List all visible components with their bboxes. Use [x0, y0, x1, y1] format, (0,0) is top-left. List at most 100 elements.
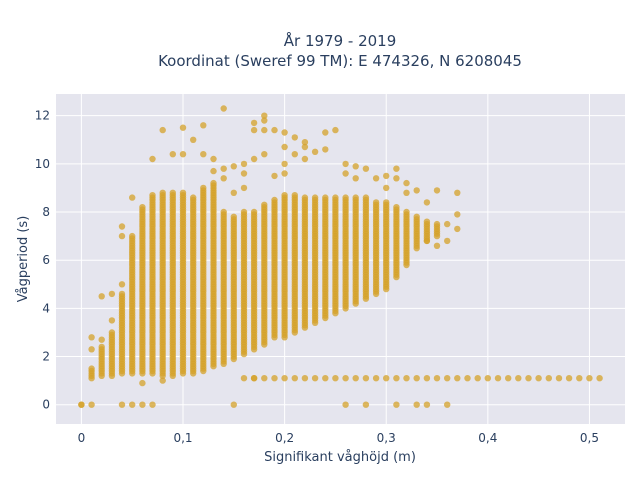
data-point: [108, 290, 116, 298]
y-tick-label: 8: [42, 205, 50, 219]
data-point: [78, 401, 85, 408]
data-point: [281, 143, 288, 151]
data-point: [444, 237, 451, 245]
data-point: [352, 375, 359, 382]
data-point: [383, 199, 390, 206]
data-point: [362, 194, 370, 201]
data-point: [220, 175, 227, 182]
data-point: [413, 401, 420, 408]
data-point: [433, 220, 441, 228]
data-point: [271, 375, 278, 382]
data-point: [240, 184, 248, 192]
data-point: [413, 375, 420, 382]
y-tick-label: 2: [42, 350, 50, 364]
data-point: [220, 208, 227, 216]
data-point: [301, 375, 309, 382]
data-point: [342, 401, 349, 408]
chart-title-line1: År 1979 - 2019: [284, 31, 397, 50]
data-point: [149, 401, 156, 408]
data-point: [230, 401, 237, 408]
data-point: [139, 401, 146, 408]
data-point: [149, 155, 156, 163]
data-point: [129, 401, 136, 408]
y-tick-label: 4: [42, 301, 50, 315]
data-point: [454, 189, 461, 196]
data-point: [525, 375, 532, 382]
data-point: [322, 146, 329, 153]
data-point: [301, 139, 309, 146]
data-point: [576, 375, 583, 382]
data-point: [118, 223, 126, 230]
data-point: [423, 218, 431, 225]
data-point: [301, 143, 309, 151]
data-point: [108, 317, 116, 324]
data-point: [372, 375, 380, 382]
data-point: [393, 401, 400, 408]
data-point: [352, 175, 359, 182]
data-point: [220, 165, 227, 172]
data-point: [342, 170, 349, 177]
data-point: [271, 196, 278, 204]
data-point: [291, 375, 298, 382]
data-point: [240, 208, 248, 216]
data-point: [322, 194, 329, 201]
data-point: [311, 375, 319, 382]
data-point: [291, 151, 298, 158]
x-tick-label: 0,2: [275, 431, 294, 445]
data-point: [433, 187, 441, 194]
data-point: [454, 211, 461, 218]
data-point: [261, 201, 268, 208]
data-point: [240, 375, 248, 382]
x-tick-label: 0,1: [173, 431, 192, 445]
data-point: [444, 375, 451, 382]
x-tick-label: 0,3: [377, 431, 396, 445]
data-point: [118, 232, 126, 240]
y-tick-label: 10: [35, 157, 50, 171]
data-point: [433, 375, 441, 382]
data-point: [332, 194, 339, 201]
data-point: [98, 336, 105, 343]
data-point: [393, 375, 400, 382]
data-point: [372, 199, 380, 206]
y-tick-label: 6: [42, 253, 50, 267]
data-point: [423, 375, 431, 382]
data-point: [535, 375, 542, 382]
data-point: [210, 155, 217, 163]
data-point: [433, 242, 441, 249]
data-point: [484, 375, 491, 382]
data-point: [444, 220, 451, 228]
data-point: [159, 126, 166, 134]
data-point: [403, 189, 410, 196]
data-point: [565, 375, 573, 382]
data-point: [118, 290, 126, 298]
x-tick-label: 0,5: [580, 431, 599, 445]
data-point: [250, 375, 258, 382]
data-point: [108, 329, 116, 336]
data-point: [545, 375, 552, 382]
y-tick-label: 0: [42, 398, 50, 412]
data-point: [403, 375, 410, 382]
data-point: [240, 170, 248, 177]
data-point: [210, 167, 217, 175]
data-point: [139, 379, 146, 387]
data-point: [555, 375, 563, 382]
chart-title-line2: Koordinat (Sweref 99 TM): E 474326, N 62…: [158, 52, 522, 70]
data-point: [261, 117, 268, 124]
data-point: [271, 126, 278, 134]
data-point: [362, 401, 370, 408]
data-point: [474, 375, 481, 382]
data-point: [129, 232, 136, 240]
data-point: [88, 365, 95, 372]
data-point: [200, 184, 207, 192]
data-point: [342, 194, 349, 201]
data-point: [423, 237, 431, 245]
data-point: [261, 151, 268, 158]
data-point: [383, 172, 390, 180]
data-point: [190, 194, 197, 201]
data-point: [383, 375, 390, 382]
data-point: [403, 208, 410, 216]
data-point: [159, 189, 166, 196]
data-point: [403, 179, 410, 187]
data-point: [261, 375, 268, 382]
data-point: [261, 112, 268, 119]
